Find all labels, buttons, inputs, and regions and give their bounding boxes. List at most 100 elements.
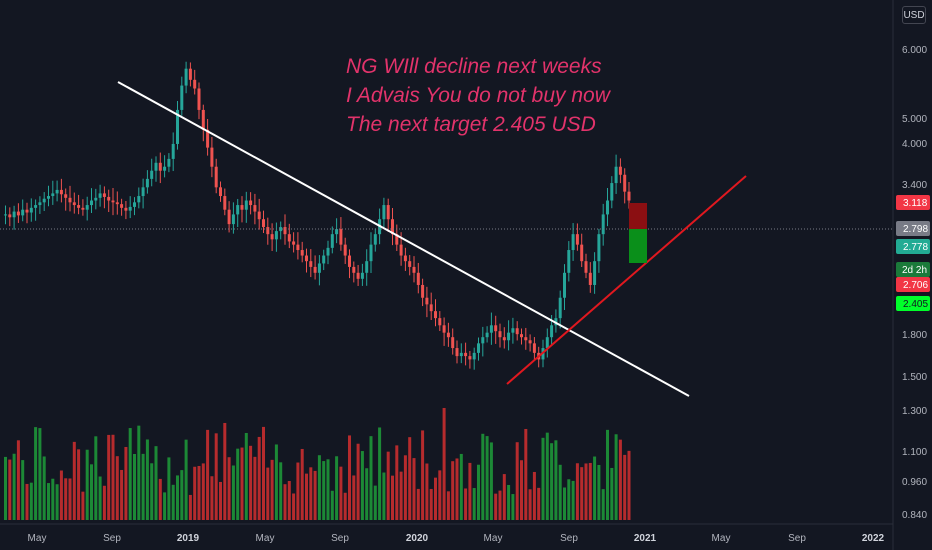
volume-bar: [335, 456, 339, 520]
y-tick-label: 1.300: [902, 406, 927, 417]
volume-bar: [322, 461, 326, 520]
candle-body: [408, 261, 412, 267]
candle-body: [90, 200, 93, 206]
volume-bar: [72, 441, 76, 520]
volume-bar: [176, 475, 179, 520]
candle-body: [322, 255, 326, 264]
volume-bar: [34, 427, 38, 520]
volume-bar: [128, 428, 132, 520]
volume-bar: [124, 446, 128, 520]
target-zone-box[interactable]: [629, 229, 647, 263]
volume-bar: [446, 491, 450, 520]
price-badges: 3.118 2.798 2.778 2d 2h 2.706 2.405: [896, 195, 930, 311]
candle-body: [262, 219, 265, 228]
candle-body: [395, 234, 399, 245]
candle-body: [485, 332, 489, 338]
volume-bar: [98, 476, 102, 520]
y-tick-label: 4.000: [902, 139, 927, 150]
candle-body: [489, 325, 493, 333]
annotation-line-2[interactable]: I Advais You do not buy now: [346, 84, 612, 107]
volume-bar: [614, 434, 618, 520]
volume-bar: [107, 434, 111, 520]
badge-stop-price: [896, 195, 930, 210]
candle-body: [326, 247, 330, 256]
currency-button[interactable]: USD: [902, 6, 926, 24]
candle-body: [249, 200, 253, 206]
candle-body: [12, 211, 16, 218]
x-tick-label: Sep: [331, 533, 349, 544]
badge-countdown-text: 2d 2h: [902, 265, 927, 276]
candle-body: [451, 337, 455, 349]
candle-body: [515, 328, 519, 335]
y-tick-label: 3.400: [902, 180, 927, 191]
candle-body: [502, 337, 506, 341]
volume-bar: [141, 453, 145, 520]
volume-bar: [360, 451, 364, 520]
volume-bar: [8, 459, 12, 520]
candle-body: [180, 85, 184, 110]
volume-bar: [253, 456, 257, 520]
volume-bar: [438, 470, 442, 520]
volume-bar: [240, 447, 244, 520]
volume-bar: [47, 483, 50, 520]
volume-bar: [515, 442, 519, 520]
candle-body: [128, 206, 132, 211]
candle-body: [98, 193, 102, 198]
volume-bar: [369, 436, 373, 520]
volume-bar: [593, 456, 597, 520]
y-tick-label: 0.960: [902, 477, 927, 488]
volume-bar: [502, 474, 506, 520]
y-tick-label: 5.000: [902, 114, 927, 125]
annotation-line-1[interactable]: NG WIll decline next weeks: [346, 55, 602, 78]
volume-bar: [55, 484, 59, 520]
volume-bar: [219, 481, 222, 520]
trendline-ascending[interactable]: [506, 175, 747, 385]
volume-bar: [378, 427, 382, 520]
trendline-descending[interactable]: [117, 81, 690, 397]
candle-body: [369, 244, 373, 262]
volume-bar: [59, 470, 63, 520]
badge-countdown: [896, 262, 930, 277]
volume-bar: [115, 456, 119, 520]
candle-body: [253, 205, 257, 212]
volume-bar: [25, 483, 29, 520]
volume-bar: [313, 470, 317, 520]
volume-bar: [193, 466, 197, 520]
volume-bar: [94, 436, 98, 520]
volume-bar: [81, 491, 85, 520]
y-tick-label: 0.840: [902, 510, 927, 521]
volume-bar: [339, 466, 343, 520]
y-tick-label: 1.800: [902, 330, 927, 341]
candle-body: [580, 244, 584, 262]
volume-bar: [158, 478, 162, 520]
volume-bar: [558, 464, 562, 520]
volume-bar: [520, 460, 523, 520]
candle-body: [563, 272, 566, 298]
volume-bar: [386, 451, 390, 520]
volume-bar: [421, 430, 425, 520]
annotation-line-3[interactable]: The next target 2.405 USD: [346, 113, 596, 136]
candle-body: [520, 334, 523, 338]
candle-body: [567, 250, 571, 273]
volume-bar: [167, 457, 171, 520]
volume-bar: [429, 488, 433, 520]
candle-body: [610, 183, 614, 201]
stop-zone-box[interactable]: [629, 203, 647, 229]
candle-body: [455, 348, 459, 357]
candle-body: [55, 189, 59, 194]
volume-bar: [120, 469, 124, 520]
volume-bar: [408, 437, 412, 520]
volume-bar: [29, 482, 33, 520]
candle-body: [176, 109, 179, 144]
candle-body: [188, 68, 192, 80]
volume-bar: [571, 480, 575, 520]
candle-body: [68, 197, 72, 203]
candle-body: [167, 158, 171, 167]
volume-bar: [494, 493, 498, 520]
candle-body: [446, 332, 450, 338]
candle-body: [296, 244, 300, 251]
x-tick-label: Sep: [103, 533, 121, 544]
x-tick-label: 2020: [406, 533, 429, 544]
volume-bar: [305, 473, 308, 520]
